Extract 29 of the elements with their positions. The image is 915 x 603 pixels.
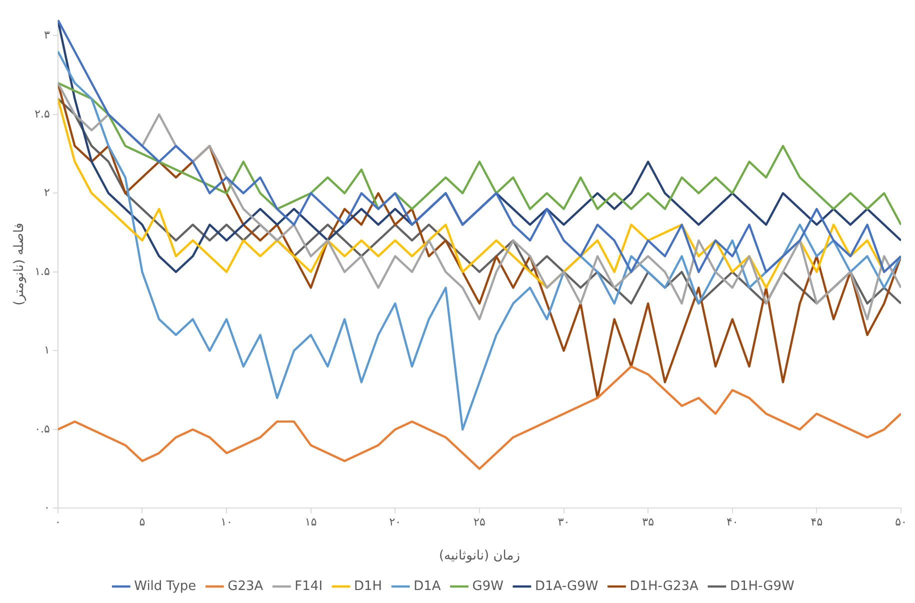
- x-tick-label: ۵: [139, 516, 146, 529]
- y-tick-label: ۲: [44, 186, 50, 200]
- y-tick-label: ۱.۵: [34, 264, 50, 278]
- legend-label: D1A-G9W: [534, 578, 598, 594]
- y-tick-label: ۰.۵: [34, 422, 50, 436]
- x-tick-label: ۴۵: [810, 516, 823, 529]
- y-tick-label: ۱: [44, 344, 50, 357]
- legend-label: D1H-G23A: [630, 578, 699, 594]
- legend-label: D1H: [354, 578, 382, 594]
- legend-label: D1H-G9W: [730, 578, 795, 594]
- y-tick-label: ۳: [44, 28, 50, 42]
- y-tick-label: ۰: [44, 501, 50, 514]
- x-tick-label: ۲۵: [474, 516, 486, 529]
- legend-label: G9W: [472, 578, 504, 594]
- y-tick-label: ۲.۵: [34, 107, 50, 120]
- x-tick-label: ۲۰: [389, 516, 402, 529]
- x-tick-label: ۱۵: [304, 516, 317, 529]
- x-tick-label: ۴۰: [726, 516, 738, 529]
- x-tick-label: ۵۰: [895, 516, 907, 529]
- x-tick-label: ۱۰: [220, 516, 232, 529]
- x-axis-title: زمان (نانوثانیه): [438, 548, 520, 564]
- legend-label: G23A: [228, 578, 264, 594]
- legend-label: Wild Type: [134, 578, 196, 594]
- x-tick-label: ۰: [54, 516, 61, 529]
- legend-label: F14I: [294, 578, 323, 594]
- legend-label: D1A: [414, 578, 441, 594]
- y-axis-title: فاصله (نانومتر): [12, 222, 28, 306]
- x-tick-label: ۳۵: [642, 516, 654, 529]
- x-tick-label: ۳۰: [558, 516, 570, 529]
